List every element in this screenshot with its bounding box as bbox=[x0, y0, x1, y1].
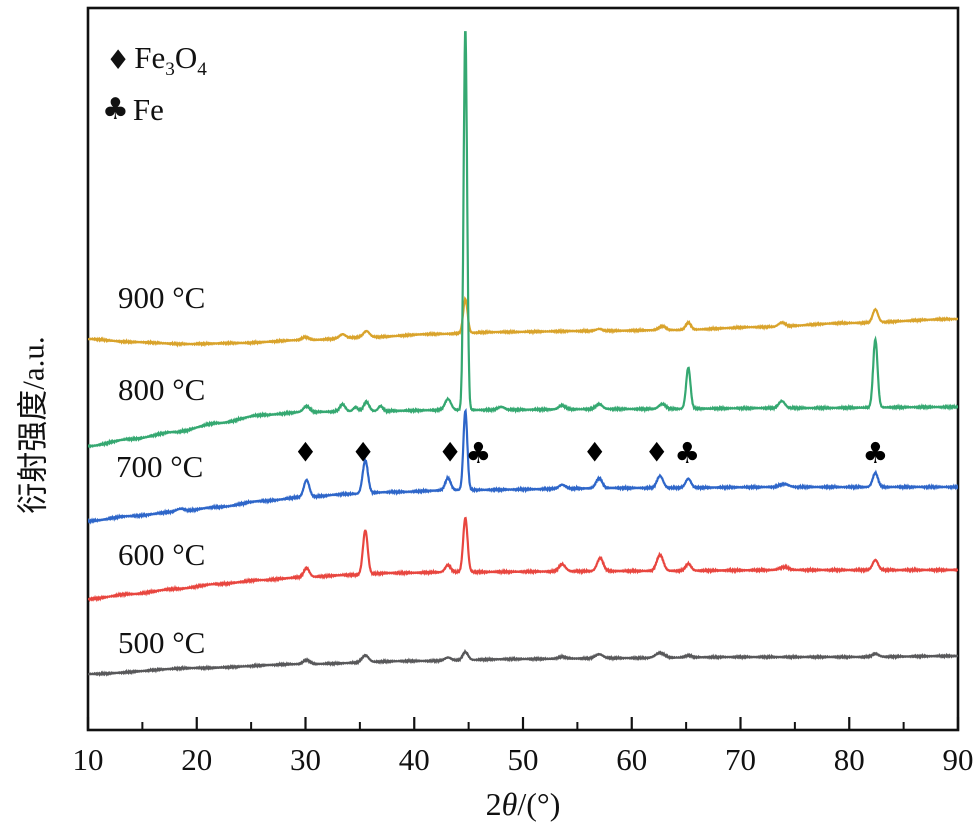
diamond-icon: ♦ bbox=[106, 45, 131, 77]
x-title-units: /(°) bbox=[517, 786, 561, 822]
x-tick-label-60: 60 bbox=[616, 742, 648, 777]
legend-item-fe: ♣ Fe bbox=[102, 94, 164, 125]
curve-label-700c: 700 °C bbox=[116, 449, 204, 484]
fe-peak-marker-club-icon: ♣ bbox=[465, 436, 491, 470]
club-icon: ♣ bbox=[102, 91, 129, 127]
curve-label-800c: 800 °C bbox=[118, 372, 206, 407]
formula-part: O bbox=[174, 40, 198, 75]
x-tick-label-80: 80 bbox=[833, 742, 865, 777]
x-tick-label-20: 20 bbox=[181, 742, 213, 777]
curve-label-500c: 500 °C bbox=[118, 625, 206, 660]
formula-part: Fe bbox=[134, 40, 166, 75]
xrd-curve-600c bbox=[88, 516, 958, 603]
x-axis-tick-labels: 10 20 30 40 50 60 70 80 90 bbox=[0, 742, 979, 778]
x-tick-label-50: 50 bbox=[507, 742, 539, 777]
legend-label-fe3o4: Fe3O4 bbox=[134, 42, 207, 79]
fe3o4-peak-marker-diamond-icon: ♦ bbox=[351, 438, 375, 469]
fe3o4-peak-marker-diamond-icon: ♦ bbox=[583, 438, 607, 469]
xrd-curve-700c bbox=[88, 408, 958, 525]
curve-label-600c: 600 °C bbox=[118, 537, 206, 572]
curve-label-900c: 900 °C bbox=[118, 280, 206, 315]
x-tick-label-40: 40 bbox=[398, 742, 430, 777]
formula-part: Fe bbox=[132, 92, 164, 127]
fe3o4-peak-marker-diamond-icon: ♦ bbox=[645, 438, 669, 469]
plot-border bbox=[86, 6, 960, 732]
xrd-curve-800c bbox=[88, 31, 958, 449]
fe-peak-marker-club-icon: ♣ bbox=[674, 436, 700, 470]
x-tick-label-10: 10 bbox=[72, 742, 104, 777]
x-title-coefficient: 2 bbox=[485, 786, 502, 822]
legend-label-fe: Fe bbox=[133, 94, 164, 125]
legend-item-fe3o4: ♦ Fe3O4 bbox=[106, 42, 207, 79]
x-title-theta: θ bbox=[501, 786, 518, 822]
fe3o4-peak-marker-diamond-icon: ♦ bbox=[293, 438, 317, 469]
x-tick-label-30: 30 bbox=[290, 742, 321, 777]
x-tick-label-70: 70 bbox=[725, 742, 756, 777]
fe3o4-peak-marker-diamond-icon: ♦ bbox=[438, 438, 462, 469]
y-axis-title: 衍射强度/a.u. bbox=[15, 336, 51, 514]
xrd-curve-500c bbox=[88, 648, 958, 677]
xrd-curve-900c bbox=[88, 296, 958, 348]
x-axis-title: 2θ/(°) bbox=[486, 788, 561, 820]
formula-part: 3 bbox=[165, 59, 175, 81]
fe-peak-marker-club-icon: ♣ bbox=[862, 436, 888, 470]
x-tick-label-90: 90 bbox=[942, 742, 974, 777]
formula-part: 4 bbox=[197, 59, 207, 81]
